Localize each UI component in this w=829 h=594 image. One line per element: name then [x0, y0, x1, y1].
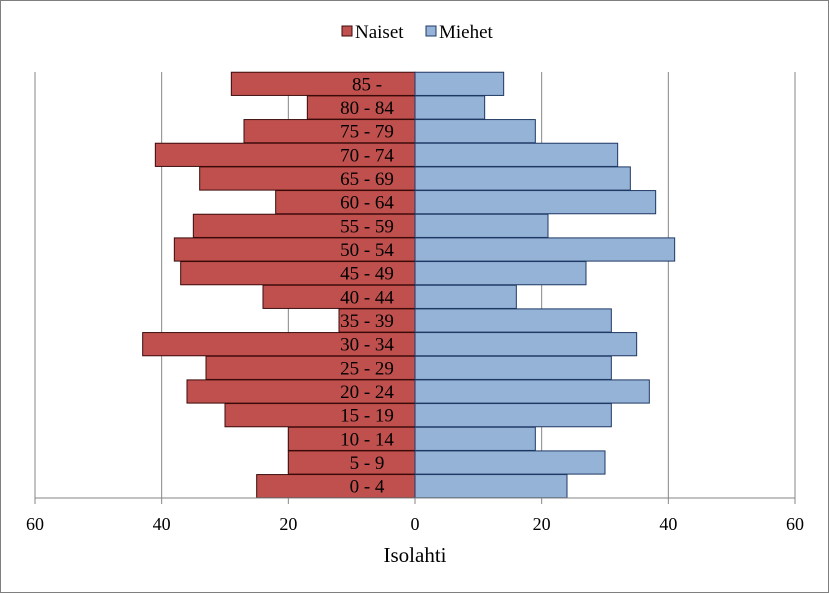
legend-label-naiset: Naiset — [355, 22, 404, 43]
x-tick-label: 40 — [153, 514, 171, 534]
category-label: 40 - 44 — [340, 287, 394, 308]
bar-naiset-17 — [230, 71, 416, 96]
category-label: 5 - 9 — [350, 453, 385, 474]
x-tick-label: 20 — [533, 514, 551, 534]
bar-miehet-15 — [414, 119, 536, 144]
bar-miehet-4 — [414, 379, 650, 404]
bar-miehet-13 — [414, 166, 631, 191]
bar-miehet-2 — [414, 426, 536, 451]
category-label: 10 - 14 — [340, 429, 394, 450]
legend: Naiset Miehet — [341, 22, 494, 43]
bar-miehet-12 — [414, 190, 657, 215]
legend-swatch-naiset — [341, 25, 353, 37]
legend-label-miehet: Miehet — [439, 22, 494, 43]
bar-miehet-10 — [414, 237, 676, 262]
category-label: 25 - 29 — [340, 358, 394, 379]
category-label: 50 - 54 — [340, 240, 394, 261]
bars — [142, 71, 676, 499]
category-label: 80 - 84 — [340, 98, 394, 119]
category-label: 60 - 64 — [340, 193, 394, 214]
x-axis: 60 40 20 0 20 40 60 — [26, 497, 804, 534]
category-label: 30 - 34 — [340, 335, 394, 356]
category-label: 70 - 74 — [340, 145, 394, 166]
bar-miehet-3 — [414, 403, 612, 428]
x-tick-label: 60 — [786, 514, 804, 534]
bar-miehet-6 — [414, 332, 638, 357]
category-label: 35 - 39 — [340, 311, 394, 332]
category-label: 65 - 69 — [340, 169, 394, 190]
bar-miehet-9 — [414, 261, 587, 286]
bar-miehet-11 — [414, 213, 549, 238]
bar-naiset-0 — [256, 474, 416, 499]
bar-miehet-1 — [414, 450, 606, 475]
category-label: 75 - 79 — [340, 122, 394, 143]
bar-miehet-5 — [414, 355, 612, 380]
bar-miehet-14 — [414, 142, 619, 167]
category-label: 15 - 19 — [340, 406, 394, 427]
legend-swatch-miehet — [425, 25, 437, 37]
x-tick-label: 20 — [279, 514, 297, 534]
category-label: 55 - 59 — [340, 216, 394, 237]
bar-miehet-0 — [414, 474, 568, 499]
bar-miehet-17 — [414, 71, 505, 96]
x-tick-label: 40 — [659, 514, 677, 534]
x-axis-label: Isolahti — [384, 543, 447, 567]
category-label: 0 - 4 — [350, 477, 385, 498]
category-label: 20 - 24 — [340, 382, 394, 403]
bar-miehet-7 — [414, 308, 612, 333]
x-tick-label: 0 — [411, 514, 420, 534]
x-tick-label: 60 — [26, 514, 44, 534]
bar-miehet-16 — [414, 95, 486, 120]
category-label: 45 - 49 — [340, 264, 394, 285]
category-label: 85 - — [352, 74, 382, 95]
bar-miehet-8 — [414, 284, 517, 309]
